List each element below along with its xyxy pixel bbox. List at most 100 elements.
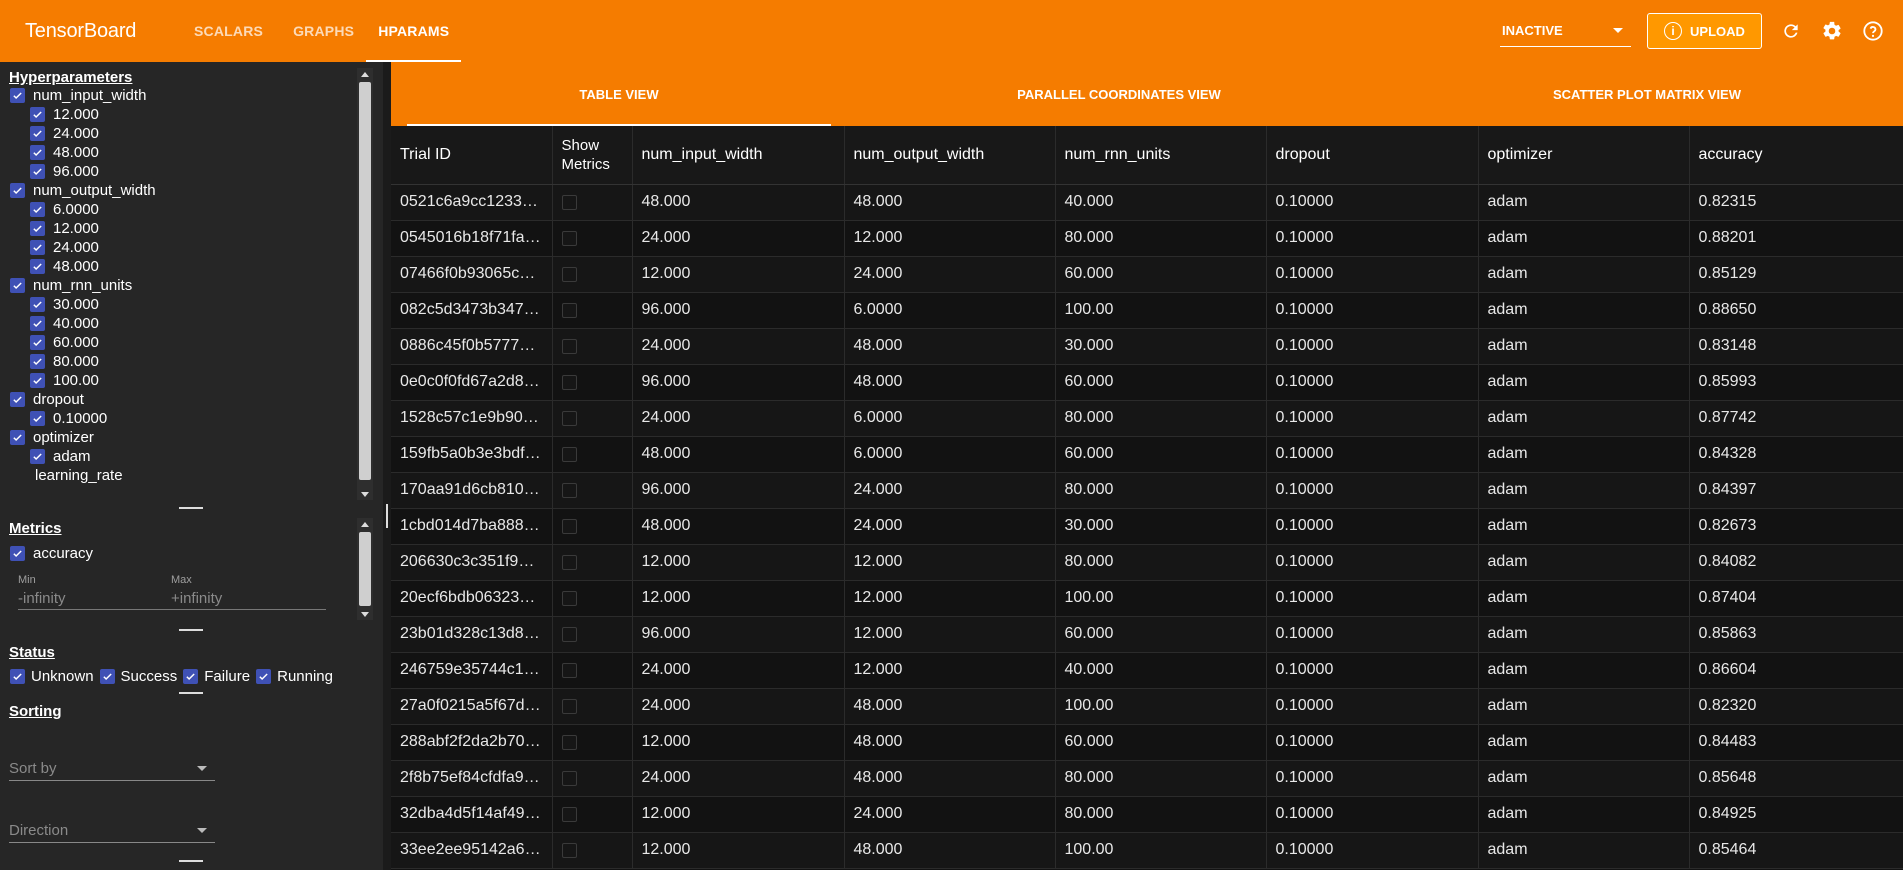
table-row[interactable]: 07466f0b93065c7… 12.000 24.000 60.000 0.1000… [391, 256, 1903, 293]
tab-parallel-coordinates-view[interactable]: PARALLEL COORDINATES VIEW [1017, 86, 1221, 102]
table-row[interactable]: 206630c3c351f91… 12.000 12.000 80.000 0.1000… [391, 544, 1903, 581]
table-row[interactable]: 082c5d3473b347… 96.000 6.0000 100.00 0.10000… [391, 292, 1903, 329]
scroll-up-icon[interactable] [357, 68, 373, 80]
scroll-down-icon[interactable] [357, 488, 373, 500]
run-status-select[interactable]: INACTIVE [1500, 16, 1631, 47]
resize-handle[interactable] [179, 507, 203, 509]
status-checkbox-running[interactable]: Running [256, 668, 333, 685]
hparam-value-checkbox[interactable]: 24.000 [0, 238, 383, 257]
hparam-value-checkbox[interactable]: 30.000 [0, 295, 383, 314]
sidebar-splitter[interactable] [383, 62, 391, 870]
show-metrics-checkbox[interactable] [561, 230, 577, 246]
metric-min-input[interactable]: -infinity [18, 590, 173, 610]
scroll-down-icon[interactable] [357, 608, 373, 620]
scrollbar-thumb[interactable] [359, 82, 371, 480]
scrollbar-thumb[interactable] [359, 532, 371, 606]
column-header-num-output-width[interactable]: num_output_width [844, 126, 1056, 185]
hparam-value-checkbox[interactable]: 12.000 [0, 219, 383, 238]
table-row[interactable]: 27a0f0215a5f67d… 24.000 48.000 100.00 0.1000… [391, 688, 1903, 725]
show-metrics-checkbox[interactable] [561, 662, 577, 678]
show-metrics-checkbox[interactable] [561, 842, 577, 858]
column-header-show-metrics[interactable]: Show Metrics [552, 126, 633, 185]
hparam-value-checkbox[interactable]: 12.000 [0, 105, 383, 124]
table-row[interactable]: 20ecf6bdb063238… 12.000 12.000 100.00 0.1000… [391, 580, 1903, 617]
settings-gear-icon[interactable] [1821, 20, 1843, 42]
table-row[interactable]: 0886c45f0b57777… 24.000 48.000 30.000 0.1000… [391, 328, 1903, 365]
hparam-checkbox-dropout[interactable]: dropout [0, 390, 383, 409]
hparam-checkbox-num-output-width[interactable]: num_output_width [0, 181, 383, 200]
tab-table-view[interactable]: TABLE VIEW [391, 62, 847, 126]
show-metrics-checkbox[interactable] [561, 266, 577, 282]
show-metrics-checkbox[interactable] [561, 446, 577, 462]
table-row[interactable]: 246759e35744c1… 24.000 12.000 40.000 0.10000… [391, 652, 1903, 689]
sort-by-select[interactable]: Sort by [9, 756, 215, 781]
hparam-value-checkbox[interactable]: 24.000 [0, 124, 383, 143]
table-row[interactable]: 23b01d328c13d8f… 96.000 12.000 60.000 0.1000… [391, 616, 1903, 653]
hyperparameters-scrollbar[interactable] [357, 68, 373, 500]
status-checkbox-failure[interactable]: Failure [183, 668, 250, 685]
hparam-value-checkbox[interactable]: 6.0000 [0, 200, 383, 219]
show-metrics-checkbox[interactable] [561, 590, 577, 606]
hparam-value-checkbox[interactable]: 60.000 [0, 333, 383, 352]
hparam-value-checkbox[interactable]: 48.000 [0, 143, 383, 162]
show-metrics-checkbox[interactable] [561, 518, 577, 534]
table-row[interactable]: 0545016b18f71fa… 24.000 12.000 80.000 0.1000… [391, 220, 1903, 257]
hparam-value-checkbox[interactable]: 0.10000 [0, 409, 383, 428]
hparam-value-checkbox[interactable]: adam [0, 447, 383, 466]
show-metrics-checkbox[interactable] [561, 698, 577, 714]
help-icon[interactable] [1862, 20, 1884, 42]
table-row[interactable]: 2f8b75ef84cfdfa9… 24.000 48.000 80.000 0.100… [391, 760, 1903, 797]
splitter-handle[interactable] [386, 504, 388, 528]
nav-tab-hparams[interactable]: HPARAMS [366, 0, 462, 62]
hparam-value-checkbox[interactable]: 96.000 [0, 162, 383, 181]
refresh-icon[interactable] [1780, 20, 1802, 42]
show-metrics-checkbox[interactable] [561, 410, 577, 426]
metric-max-field[interactable]: Max +infinity [171, 574, 326, 610]
hparam-value-checkbox[interactable]: 80.000 [0, 352, 383, 371]
nav-tab-scalars[interactable]: SCALARS [194, 23, 264, 39]
hparam-value-checkbox[interactable]: 100.00 [0, 371, 383, 390]
column-header-trial-id[interactable]: Trial ID [391, 126, 553, 185]
metric-min-field[interactable]: Min -infinity [18, 574, 173, 610]
nav-tab-graphs[interactable]: GRAPHS [293, 23, 355, 39]
table-row[interactable]: 159fb5a0b3e3bdf… 48.000 6.0000 60.000 0.1000… [391, 436, 1903, 473]
resize-handle[interactable] [179, 860, 203, 862]
column-header-num-rnn-units[interactable]: num_rnn_units [1055, 126, 1267, 185]
table-row[interactable]: 0e0c0f0fd67a2d8f… 96.000 48.000 60.000 0.100… [391, 364, 1903, 401]
show-metrics-checkbox[interactable] [561, 770, 577, 786]
metric-max-input[interactable]: +infinity [171, 590, 326, 610]
status-checkbox-unknown[interactable]: Unknown [10, 668, 94, 685]
hparam-value-checkbox[interactable]: 48.000 [0, 257, 383, 276]
table-row[interactable]: 1528c57c1e9b901… 24.000 6.0000 80.000 0.1000… [391, 400, 1903, 437]
table-row[interactable]: 1cbd014d7ba888… 48.000 24.000 30.000 0.10000… [391, 508, 1903, 545]
table-row[interactable]: 32dba4d5f14af49f… 12.000 24.000 80.000 0.100… [391, 796, 1903, 833]
show-metrics-checkbox[interactable] [561, 338, 577, 354]
show-metrics-checkbox[interactable] [561, 806, 577, 822]
show-metrics-checkbox[interactable] [561, 626, 577, 642]
show-metrics-checkbox[interactable] [561, 734, 577, 750]
status-checkbox-success[interactable]: Success [99, 668, 177, 685]
hparam-value-checkbox[interactable]: 40.000 [0, 314, 383, 333]
metrics-scrollbar[interactable] [357, 518, 373, 620]
hparam-checkbox-num-rnn-units[interactable]: num_rnn_units [0, 276, 383, 295]
metric-checkbox-accuracy[interactable]: accuracy [0, 544, 383, 563]
show-metrics-checkbox[interactable] [561, 482, 577, 498]
show-metrics-checkbox[interactable] [561, 302, 577, 318]
resize-handle[interactable] [179, 629, 203, 631]
tab-scatter-plot-matrix-view[interactable]: SCATTER PLOT MATRIX VIEW [1552, 86, 1741, 102]
table-row[interactable]: 0521c6a9cc12333… 48.000 48.000 40.000 0.1000… [391, 184, 1903, 221]
show-metrics-checkbox[interactable] [561, 194, 577, 210]
column-header-num-input-width[interactable]: num_input_width [632, 126, 845, 185]
direction-select[interactable]: Direction [9, 818, 215, 843]
column-header-accuracy[interactable]: accuracy [1689, 126, 1903, 185]
show-metrics-checkbox[interactable] [561, 554, 577, 570]
hparam-checkbox-optimizer[interactable]: optimizer [0, 428, 383, 447]
table-row[interactable]: 33ee2ee95142a65… 12.000 48.000 100.00 0.1000… [391, 832, 1903, 869]
upload-button[interactable]: i UPLOAD [1647, 13, 1762, 49]
show-metrics-checkbox[interactable] [561, 374, 577, 390]
hparam-checkbox-num-input-width[interactable]: num_input_width [0, 86, 383, 105]
scroll-up-icon[interactable] [357, 518, 373, 530]
table-row[interactable]: 288abf2f2da2b70… 12.000 48.000 60.000 0.1000… [391, 724, 1903, 761]
column-header-optimizer[interactable]: optimizer [1478, 126, 1690, 185]
column-header-dropout[interactable]: dropout [1266, 126, 1479, 185]
